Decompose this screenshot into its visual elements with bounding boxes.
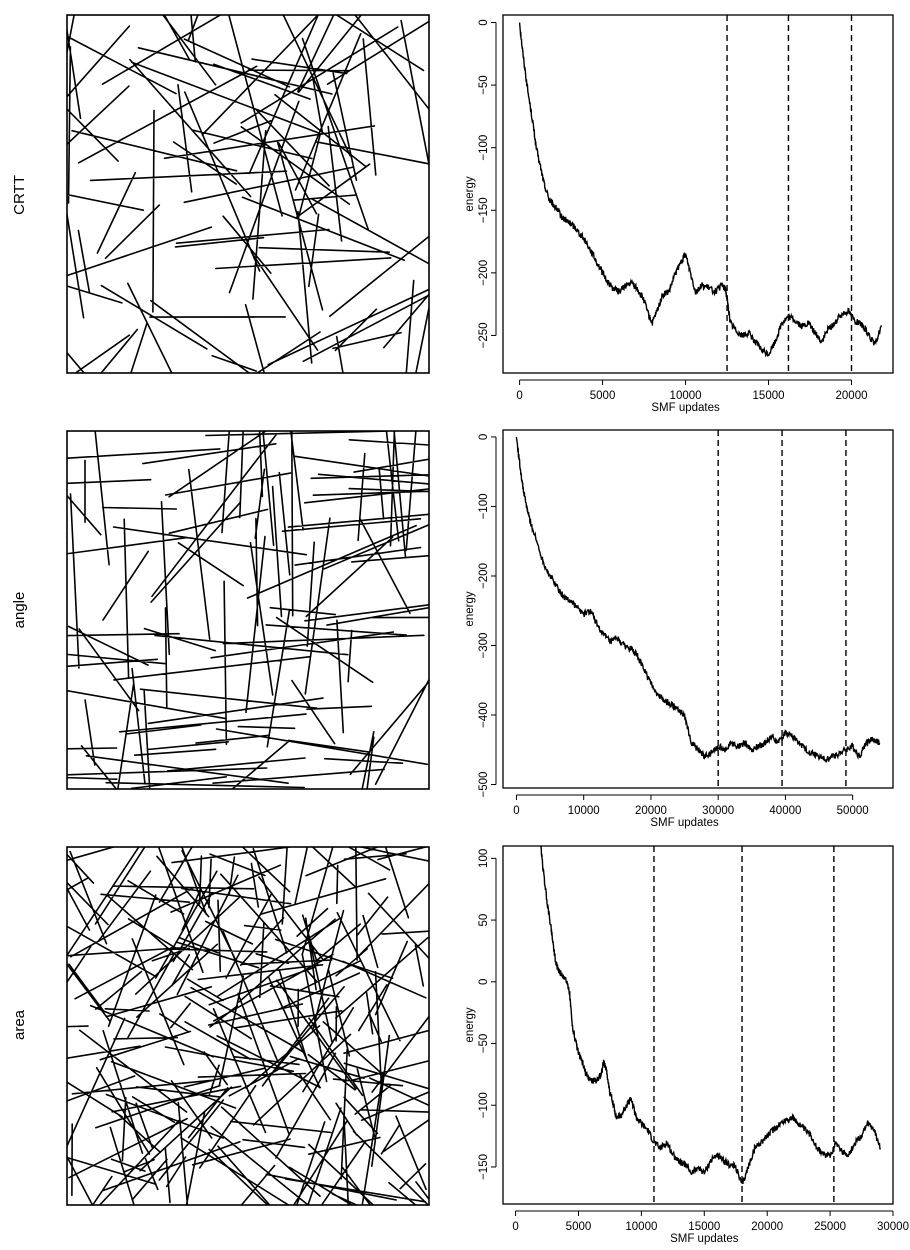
y-tick-label: −100 — [478, 494, 490, 520]
x-tick-label: 0 — [512, 1221, 518, 1233]
y-tick-label: 100 — [478, 849, 490, 868]
y-tick-label: 0 — [478, 19, 490, 25]
energy-series-line — [540, 846, 882, 1185]
energy-series-line — [518, 22, 883, 358]
x-tick-label: 30000 — [702, 805, 734, 817]
x-tick-label: 20000 — [635, 805, 667, 817]
y-tick-label: −50 — [478, 1034, 490, 1054]
row-label-area: area — [11, 1009, 28, 1040]
mosaic-edges — [67, 431, 429, 789]
y-tick-label: 0 — [478, 979, 490, 985]
mosaic-frame — [66, 846, 430, 1206]
y-tick-label: −50 — [478, 75, 490, 95]
energy-series-line — [515, 436, 881, 763]
x-tick-label: 30000 — [877, 1221, 909, 1233]
y-tick-label: −150 — [478, 1154, 490, 1180]
row-label-crtt: CRTT — [11, 175, 28, 215]
y-tick-label: −200 — [478, 260, 490, 286]
x-tick-label: 10000 — [625, 1221, 657, 1233]
mosaic-angle — [66, 430, 430, 790]
x-tick-label: 10000 — [670, 390, 702, 402]
plot-frame — [502, 429, 894, 789]
x-axis-label: SMF updates — [670, 1233, 739, 1245]
y-tick-label: −200 — [478, 563, 490, 589]
x-tick-label: 15000 — [688, 1221, 720, 1233]
y-tick-label: 50 — [478, 914, 490, 927]
y-axis-label: energy — [464, 591, 476, 626]
row-label-angle: angle — [11, 592, 28, 629]
y-tick-label: −500 — [478, 772, 490, 798]
mosaic-crtt — [66, 14, 430, 374]
y-axis-label: energy — [464, 176, 476, 211]
energy-chart-area: 0 5000 10000 15000 20000 25000 30000 SMF update… — [464, 845, 909, 1245]
energy-chart-crtt: 0 5000 10000 15000 20000 SMF updates 0 −50 −100 −… — [464, 14, 894, 414]
energy-chart-angle: 0 10000 20000 30000 40000 50000 SMF updates 0 −1… — [464, 429, 894, 829]
plot-frame — [502, 14, 894, 374]
x-tick-label: 5000 — [590, 390, 616, 402]
y-tick-label: −250 — [478, 322, 490, 348]
x-tick-label: 40000 — [769, 805, 801, 817]
mosaic-area — [66, 846, 430, 1206]
y-tick-label: 0 — [478, 434, 490, 440]
y-tick-label: −150 — [478, 197, 490, 223]
x-tick-label: 5000 — [566, 1221, 592, 1233]
mosaic-frame — [66, 14, 430, 374]
y-tick-label: −300 — [478, 633, 490, 659]
x-tick-label: 10000 — [568, 805, 600, 817]
y-tick-label: −100 — [478, 135, 490, 161]
x-tick-label: 50000 — [837, 805, 869, 817]
x-axis-label: SMF updates — [650, 817, 719, 829]
x-tick-label: 0 — [513, 805, 519, 817]
y-tick-label: −400 — [478, 702, 490, 728]
x-tick-label: 20000 — [751, 1221, 783, 1233]
plot-frame — [502, 845, 894, 1205]
x-tick-label: 25000 — [814, 1221, 846, 1233]
mosaic-edges — [67, 847, 429, 1205]
mosaic-edges — [67, 15, 429, 373]
x-axis-label: SMF updates — [651, 402, 720, 414]
y-tick-label: −100 — [478, 1092, 490, 1118]
x-tick-label: 20000 — [836, 390, 868, 402]
x-tick-label: 15000 — [753, 390, 785, 402]
mosaic-frame — [66, 430, 430, 790]
x-tick-label: 0 — [516, 390, 522, 402]
y-axis-label: energy — [464, 1007, 476, 1042]
